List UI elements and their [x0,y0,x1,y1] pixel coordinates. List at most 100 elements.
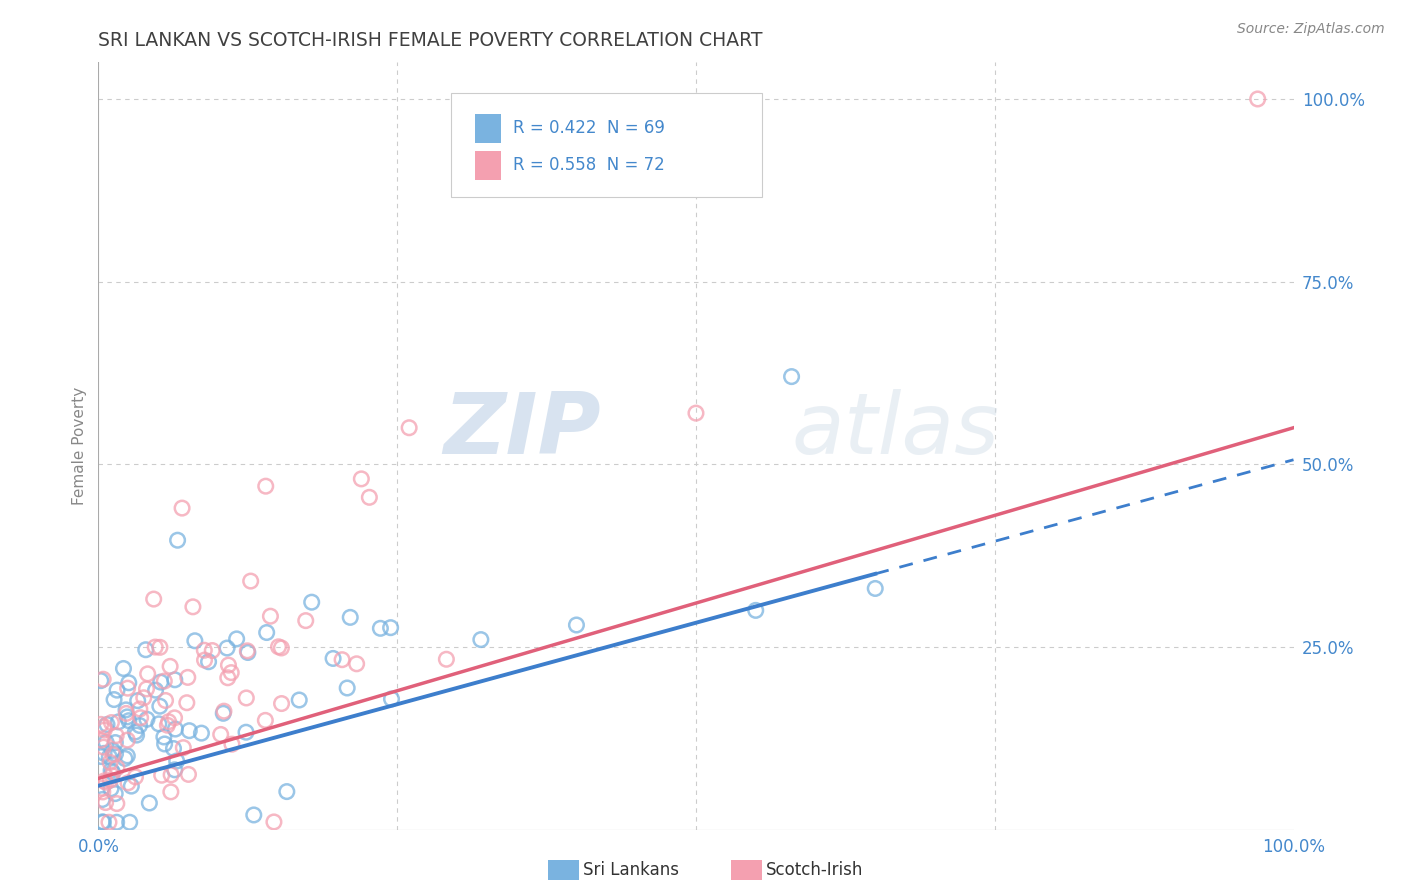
Point [93,773,115,788]
Point [163,763,186,777]
Point [201,643,224,657]
Point [780,369,803,384]
Text: Sri Lankans: Sri Lankans [583,861,679,879]
Point [236,644,259,658]
Point [163,711,186,725]
Point [166,533,188,548]
Point [209,727,232,741]
Y-axis label: Female Poverty: Female Poverty [72,387,87,505]
Point [129,711,152,725]
Point [115,706,138,721]
Point [225,632,247,646]
Point [212,706,235,721]
Point [190,726,212,740]
Point [172,501,194,516]
Text: atlas: atlas [792,389,1000,472]
Point [90,673,112,688]
Text: SRI LANKAN VS SCOTCH-IRISH FEMALE POVERTY CORRELATION CHART: SRI LANKAN VS SCOTCH-IRISH FEMALE POVERT… [98,30,763,50]
Point [685,406,707,420]
Point [115,703,138,717]
Point [470,632,492,647]
Point [270,697,292,711]
Point [100,772,122,787]
Point [132,690,155,705]
Point [235,690,257,705]
Text: R = 0.558  N = 72: R = 0.558 N = 72 [513,156,665,174]
Point [177,767,200,781]
Point [172,740,194,755]
Point [98,749,121,764]
Point [100,781,122,796]
Point [117,681,139,695]
Point [1247,92,1270,106]
Point [138,796,160,810]
Text: R = 0.422  N = 69: R = 0.422 N = 69 [513,120,665,137]
Point [217,641,239,656]
Point [217,658,239,673]
Point [100,764,122,778]
Point [128,702,150,716]
Point [98,815,121,830]
Point [105,729,128,743]
Point [117,776,139,790]
Point [153,737,176,751]
Point [93,720,115,734]
Point [96,717,118,731]
Point [91,814,114,829]
Point [263,814,285,829]
Text: Source: ZipAtlas.com: Source: ZipAtlas.com [1237,22,1385,37]
Point [179,723,201,738]
Point [165,722,187,736]
Point [90,733,112,747]
Point [117,748,139,763]
Point [135,642,157,657]
Point [193,653,215,667]
Point [149,675,172,690]
Point [370,621,392,635]
Point [398,421,420,435]
Point [107,714,129,729]
Point [103,692,125,706]
Point [221,737,243,751]
Point [105,815,128,830]
Point [114,751,136,765]
Point [339,610,361,624]
Point [197,655,219,669]
Point [259,609,281,624]
Point [96,735,118,749]
Point [149,699,172,714]
Point [159,659,181,673]
Point [184,633,207,648]
Point [212,704,235,718]
Point [112,661,135,675]
Point [243,808,266,822]
Point [193,643,215,657]
Point [162,741,184,756]
Point [105,683,128,698]
FancyBboxPatch shape [475,151,501,180]
Point [148,716,170,731]
Point [90,781,112,796]
Point [219,665,242,680]
Point [90,749,112,764]
Point [155,693,177,707]
Point [145,683,167,698]
Point [91,672,114,686]
Point [254,479,277,493]
Point [288,693,311,707]
Point [136,712,159,726]
Point [380,692,402,706]
Point [254,714,277,728]
Point [276,784,298,798]
Point [115,710,138,724]
Point [105,761,128,775]
Point [104,747,127,761]
Point [177,670,200,684]
Point [93,723,115,737]
Point [745,603,768,617]
Point [181,599,204,614]
Point [217,671,239,685]
Point [160,785,183,799]
Point [270,640,292,655]
Point [163,673,186,687]
